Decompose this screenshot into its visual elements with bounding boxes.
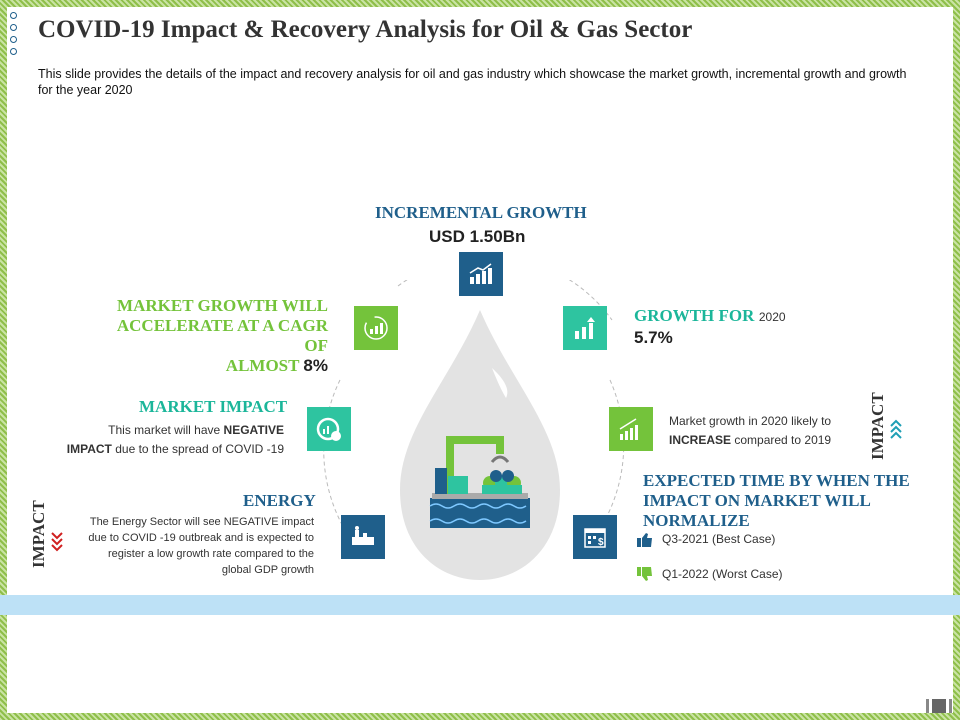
cagr-line3-row: ALMOST 8%	[90, 356, 328, 376]
svg-text:$: $	[598, 537, 604, 548]
worst-case-text: Q1-2022 (Worst Case)	[662, 567, 783, 581]
cagr-line3: ALMOST	[225, 356, 300, 375]
growth-2020-heading: GROWTH FOR 2020	[634, 306, 786, 326]
cagr-heading: MARKET GROWTH WILL ACCELERATE AT A CAGR …	[90, 296, 328, 376]
oil-drop-illustration	[323, 280, 625, 580]
best-case-text: Q3-2021 (Best Case)	[662, 532, 776, 546]
market-growth-2020-text: Market growth in 2020 likely to INCREASE…	[669, 412, 831, 450]
expected-line3: NORMALIZE	[643, 511, 750, 530]
footer-navigation	[926, 699, 952, 713]
market-impact-bold2: IMPACT	[66, 442, 112, 456]
footer-bar-left	[926, 699, 929, 713]
footer-bar-right	[949, 699, 952, 713]
thumbs-up-icon	[637, 533, 652, 547]
energy-label: ENERGY	[243, 491, 316, 510]
incremental-growth-value: USD 1.50Bn	[429, 227, 526, 246]
bar-chart-up-icon	[459, 252, 503, 296]
market-impact-text: This market will have NEGATIVE IMPACT du…	[30, 421, 284, 459]
incremental-growth-label: INCREMENTAL GROWTH	[375, 203, 587, 222]
slide-subtitle: This slide provides the details of the i…	[38, 67, 907, 97]
market-growth-text1: Market growth in 2020 likely to	[669, 414, 832, 428]
energy-line4: global GDP growth	[221, 564, 314, 576]
gauge-icon	[307, 407, 351, 451]
energy-text: The Energy Sector will see NEGATIVE impa…	[60, 514, 314, 578]
energy-line1: The Energy Sector will see NEGATIVE impa…	[89, 516, 314, 528]
growth-2020-value: 5.7%	[634, 328, 673, 347]
growth-2020-label: GROWTH FOR	[634, 306, 755, 325]
calendar-dollar-icon: $	[573, 515, 617, 559]
market-impact-text2: due to the spread of COVID -19	[115, 442, 284, 456]
market-growth-bold: INCREASE	[669, 433, 732, 447]
market-impact-text1: This market will have	[108, 423, 221, 437]
footer-box	[932, 699, 946, 713]
growth-2020-year: 2020	[758, 310, 786, 324]
chevrons-up-icon	[890, 419, 902, 439]
cagr-line1: MARKET GROWTH WILL	[117, 296, 328, 315]
slide-title: COVID-19 Impact & Recovery Analysis for …	[38, 16, 693, 43]
growth-bars-icon	[609, 407, 653, 451]
cagr-line2: ACCELERATE AT A CAGR OF	[116, 316, 328, 355]
energy-line2: due to COVID -19 outbreak and is expecte…	[88, 532, 314, 544]
factory-icon	[341, 515, 385, 559]
market-growth-text2: compared to 2019	[734, 433, 832, 447]
bottom-band	[0, 595, 960, 615]
market-impact-bold1: NEGATIVE	[223, 423, 284, 437]
chevrons-down-icon	[51, 532, 63, 552]
expected-time-heading: EXPECTED TIME BY WHEN THE IMPACT ON MARK…	[643, 471, 910, 531]
thumbs-down-icon	[637, 567, 652, 581]
expected-line1: EXPECTED TIME BY WHEN THE	[643, 471, 910, 490]
growth-cycle-icon	[354, 306, 398, 350]
bar-arrow-up-icon	[563, 306, 607, 350]
impact-left-label: IMPACT	[29, 500, 48, 568]
market-impact-label: MARKET IMPACT	[139, 397, 288, 416]
expected-line2: IMPACT ON MARKET WILL	[643, 491, 871, 510]
cagr-value: 8%	[303, 356, 328, 375]
energy-line3: register a low growth rate compared to t…	[107, 548, 314, 560]
decorative-dots	[10, 12, 20, 60]
impact-right-label: IMPACT	[868, 392, 887, 460]
